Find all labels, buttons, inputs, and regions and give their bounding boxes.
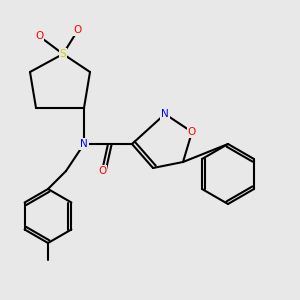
Text: O: O (74, 25, 82, 35)
Text: O: O (188, 127, 196, 137)
Text: N: N (161, 109, 169, 119)
Text: N: N (80, 139, 88, 149)
Text: O: O (35, 31, 43, 41)
Text: S: S (60, 49, 66, 59)
Text: O: O (98, 166, 106, 176)
